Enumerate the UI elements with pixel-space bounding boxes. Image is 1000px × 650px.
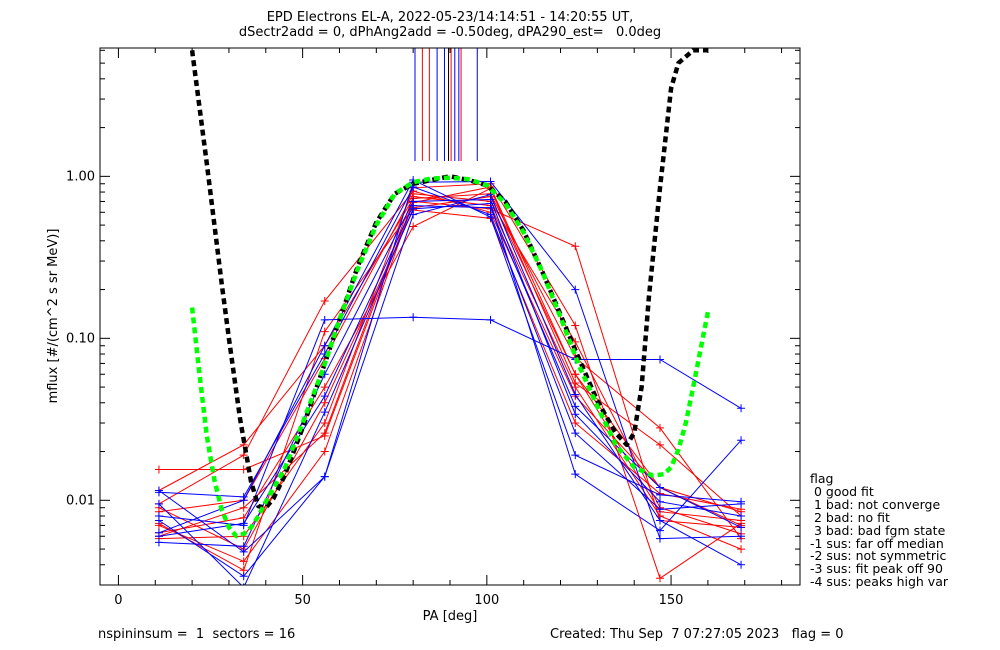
data-point [656, 516, 664, 525]
legend-item: -1 sus: far off median [810, 535, 944, 551]
flag-legend: flag 0 good fit 1 bad: not converge 2 ba… [810, 471, 949, 590]
legend-item: 0 good fit [810, 483, 874, 499]
data-point [571, 285, 580, 294]
data-point [571, 242, 580, 251]
data-point [320, 472, 329, 481]
legend-item: -2 sus: not symmetric [810, 548, 947, 564]
data-point [571, 470, 580, 479]
data-point [571, 390, 580, 399]
legend-item: -3 sus: fit peak off 90 [810, 561, 943, 577]
data-point [737, 499, 746, 508]
x-tick-label: 100 [474, 593, 499, 608]
data-point [571, 410, 580, 419]
y-tick-label: 0.01 [66, 493, 95, 508]
legend-item: 1 bad: not converge [810, 496, 941, 512]
data-point [571, 402, 580, 411]
data-point [154, 532, 163, 541]
data-point [656, 497, 664, 506]
data-point [320, 341, 329, 350]
data-point [320, 383, 329, 392]
data-series-line [158, 190, 742, 513]
data-point [239, 557, 248, 566]
legend-item: 3 bad: bad fgm state [810, 522, 946, 538]
fit-curve-black [189, 48, 708, 510]
chart-title-line-2: dSectr2add = 0, dPhAng2add = -0.50deg, d… [238, 25, 662, 40]
fit-curve-green [189, 175, 711, 539]
plot-axes: 0 50 100 150 0.01 0.10 1.00 [66, 48, 800, 608]
data-point [154, 516, 163, 525]
data-point [737, 532, 746, 541]
data-point [239, 519, 248, 528]
data-point [656, 355, 664, 364]
data-series-line [158, 194, 742, 577]
data-point [656, 574, 664, 583]
data-series-line [158, 186, 742, 510]
data-point [656, 526, 664, 535]
legend-item: -4 sus: peaks high var [810, 574, 949, 590]
data-point [656, 483, 664, 492]
x-tick-label: 0 [114, 593, 122, 608]
data-point [571, 419, 580, 428]
data-point [320, 392, 329, 401]
data-point [571, 321, 580, 330]
footer-spin-info: nspininsum = 1 sectors = 16 [98, 627, 296, 642]
data-point [239, 492, 248, 501]
data-point [737, 404, 746, 413]
data-point [486, 177, 495, 186]
data-point [656, 423, 664, 432]
data-point [486, 203, 495, 212]
x-tick-label: 150 [659, 593, 684, 608]
data-point [656, 534, 664, 543]
data-series-line [158, 209, 742, 550]
data-point [239, 465, 248, 474]
data-series-line [158, 316, 742, 526]
data-point [320, 398, 329, 407]
data-series-line [158, 193, 742, 539]
data-point [239, 542, 248, 551]
y-tick-label: 0.10 [66, 331, 95, 346]
data-point [320, 315, 329, 324]
data-point [154, 488, 163, 497]
data-point [737, 560, 746, 569]
data-point [320, 447, 329, 456]
data-point [320, 408, 329, 417]
data-point [571, 429, 580, 438]
data-point [320, 327, 329, 336]
data-point [737, 523, 746, 532]
data-series-line [158, 179, 742, 534]
x-axis-label: PA [deg] [423, 609, 478, 624]
data-point [154, 465, 163, 474]
data-point [320, 419, 329, 428]
data-point [154, 499, 163, 508]
data-point [656, 490, 664, 499]
y-axis-label: mflux [#/(cm^2 s sr MeV)] [46, 229, 61, 404]
data-point [320, 429, 329, 438]
y-tick-label: 1.00 [66, 169, 95, 184]
data-point [409, 313, 418, 322]
data-point [737, 512, 746, 521]
data-point [239, 503, 248, 512]
legend-item: 2 bad: no fit [810, 509, 890, 525]
data-point [737, 545, 746, 554]
data-point [409, 201, 418, 210]
footer-created-info: Created: Thu Sep 7 07:27:05 2023 flag = … [550, 627, 844, 642]
data-series-line [158, 205, 742, 537]
x-tick-label: 50 [294, 593, 311, 608]
data-point [409, 222, 418, 231]
data-point [656, 440, 664, 449]
chart-title-line-1: EPD Electrons EL-A, 2022-05-23/14:14:51 … [266, 10, 634, 25]
data-point [737, 436, 746, 445]
data-series-line [158, 193, 742, 535]
data-point [239, 572, 248, 581]
data-point [320, 297, 329, 305]
legend-title: flag [810, 471, 834, 486]
data-point [409, 210, 418, 219]
plot-data-layer [154, 48, 746, 585]
data-point [486, 315, 495, 324]
data-point [571, 370, 580, 379]
data-point [656, 505, 664, 514]
data-point [571, 451, 580, 460]
